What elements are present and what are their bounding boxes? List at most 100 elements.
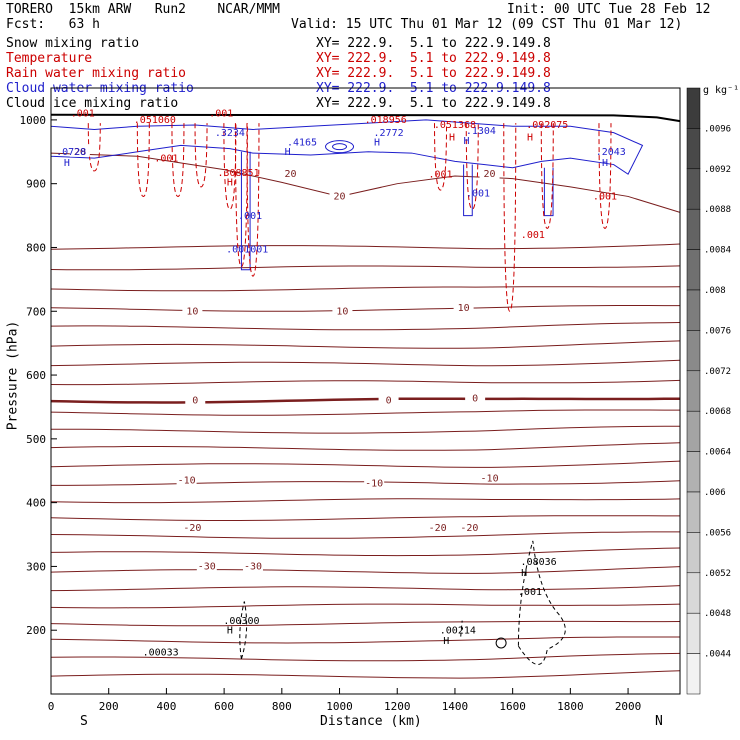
maxima-label: .308851 bbox=[217, 168, 259, 179]
colorbar-step bbox=[686, 208, 701, 250]
isotherm-line bbox=[51, 425, 681, 434]
temperature-label-bg bbox=[453, 301, 474, 314]
isotherm-line bbox=[50, 498, 681, 504]
y-axis-label: Pressure (hPa) bbox=[5, 320, 21, 431]
isotherm-line bbox=[50, 585, 681, 592]
x-tick-label: 0 bbox=[48, 700, 55, 713]
y-tick-label: 600 bbox=[26, 369, 46, 382]
y-tick-label: 900 bbox=[26, 178, 46, 191]
temperature-label: 0 bbox=[386, 396, 392, 407]
isotherm-line bbox=[50, 460, 681, 468]
isotherm-line bbox=[50, 442, 681, 451]
temperature-label: -10 bbox=[178, 475, 196, 486]
colorbar-label: .0096 bbox=[704, 124, 731, 134]
legend-xy-rain: XY= 222.9. 5.1 to 222.9.149.8 bbox=[316, 66, 551, 81]
rain-water-plume bbox=[598, 123, 612, 229]
temperature-label-bg bbox=[459, 521, 480, 534]
isotherm-line bbox=[50, 322, 681, 331]
y-tick-label: 300 bbox=[26, 560, 46, 573]
x-axis-label: Distance (km) bbox=[320, 714, 422, 729]
colorbar-label: .006 bbox=[704, 488, 726, 498]
colorbar-step bbox=[686, 451, 701, 493]
legend-snow: Snow mixing ratio bbox=[6, 36, 140, 51]
isotherm-line bbox=[50, 603, 681, 609]
cloud-ice-contour bbox=[239, 601, 248, 660]
colorbar-step bbox=[686, 370, 701, 412]
legend-xy-cloud-ice: XY= 222.9. 5.1 to 222.9.149.8 bbox=[316, 96, 551, 111]
maxima-label: H bbox=[227, 178, 233, 189]
temperature-label-bg bbox=[182, 521, 203, 534]
maxima-label: H bbox=[64, 158, 70, 169]
plot-frame bbox=[50, 87, 681, 695]
colorbar-label: .0052 bbox=[704, 569, 731, 579]
isotherm-line bbox=[50, 515, 680, 521]
isotherm-line bbox=[50, 620, 681, 627]
temperature-label-bg bbox=[69, 144, 90, 157]
maxima-label: .00300 bbox=[223, 616, 259, 627]
temperature-label-bg bbox=[280, 167, 301, 180]
maxima-label: H bbox=[374, 137, 380, 148]
maxima-label: H bbox=[449, 132, 455, 143]
colorbar-label: .0072 bbox=[704, 367, 731, 377]
maxima-label: .001 bbox=[518, 587, 542, 598]
colorbar-step bbox=[686, 532, 701, 574]
legend-xy-snow: XY= 222.9. 5.1 to 222.9.149.8 bbox=[316, 36, 551, 51]
maxima-label: .001 bbox=[428, 169, 452, 180]
colorbar-step bbox=[686, 249, 701, 291]
legend-xy-temperature: XY= 222.9. 5.1 to 222.9.149.8 bbox=[316, 51, 551, 66]
colorbar-step bbox=[686, 330, 701, 372]
colorbar-step bbox=[686, 491, 701, 533]
temperature-label: 0 bbox=[192, 396, 198, 407]
maxima-label: .001 bbox=[154, 153, 178, 164]
legend-temperature: Temperature bbox=[6, 51, 93, 66]
maxima-label: .001 bbox=[593, 192, 617, 203]
temperature-label: -10 bbox=[481, 473, 499, 484]
isotherm-20 bbox=[50, 152, 681, 213]
legend-cloud-ice: Cloud ice mixing ratio bbox=[6, 96, 179, 111]
temperature-label-bg bbox=[427, 521, 448, 534]
rain-water-plume bbox=[540, 123, 554, 229]
header-init: Init: 00 UTC Tue 28 Feb 12 bbox=[507, 2, 711, 17]
y-tick-label: 1000 bbox=[20, 114, 47, 127]
temperature-label: 20 bbox=[74, 147, 86, 158]
maxima-label: .2772 bbox=[374, 128, 404, 139]
legend-rain: Rain water mixing ratio bbox=[6, 66, 187, 81]
temperature-label-bg bbox=[479, 471, 500, 484]
maxima-label: .3234 bbox=[215, 128, 245, 139]
rain-water-plume bbox=[87, 123, 101, 172]
isotherm-line bbox=[50, 636, 680, 644]
maxima-label: .08036 bbox=[521, 557, 557, 568]
temperature-label-bg bbox=[378, 393, 399, 406]
maxima-label: .051060 bbox=[134, 115, 176, 126]
colorbar-label: .0084 bbox=[704, 246, 731, 256]
maxima-label: .0728 bbox=[56, 147, 86, 158]
colorbar-step bbox=[686, 653, 701, 695]
rain-water-plume bbox=[465, 123, 479, 210]
temperature-label: -20 bbox=[183, 523, 201, 534]
isotherm-line bbox=[50, 670, 681, 679]
temperature-label: 10 bbox=[336, 306, 348, 317]
temperature-label-bg bbox=[364, 476, 385, 489]
cloud-water-tower bbox=[463, 164, 473, 217]
contour-label-layer: -30 -30 -20 -20 -20 -10 -10 -10 0 0 0 10 10 10 20 20 20 2… bbox=[56, 109, 626, 659]
colorbar-unit: g kg⁻¹ bbox=[703, 85, 740, 96]
x-tick-label: 200 bbox=[99, 700, 119, 713]
temperature-label-bg bbox=[332, 304, 353, 317]
temperature-label: 20 bbox=[334, 191, 346, 202]
cloud-water-tower bbox=[543, 167, 554, 217]
colorbar-label: .008 bbox=[704, 286, 726, 296]
cloud-water-core bbox=[325, 140, 355, 154]
maxima-label: .001 bbox=[238, 211, 262, 222]
y-tick-label: 200 bbox=[26, 624, 46, 637]
x-tick-label: 1800 bbox=[557, 700, 584, 713]
x-tick-label: 800 bbox=[272, 700, 292, 713]
maxima-label: H bbox=[527, 132, 533, 143]
isotherm-line bbox=[50, 243, 681, 250]
colorbar-step bbox=[686, 87, 701, 129]
maxima-label: H bbox=[227, 625, 233, 636]
x-tick-label: 1200 bbox=[384, 700, 411, 713]
colorbar-label: .0064 bbox=[704, 448, 731, 458]
rain-water-plume bbox=[503, 123, 517, 312]
x-tick-label: 1000 bbox=[326, 700, 353, 713]
cloud-water-core bbox=[332, 143, 348, 151]
